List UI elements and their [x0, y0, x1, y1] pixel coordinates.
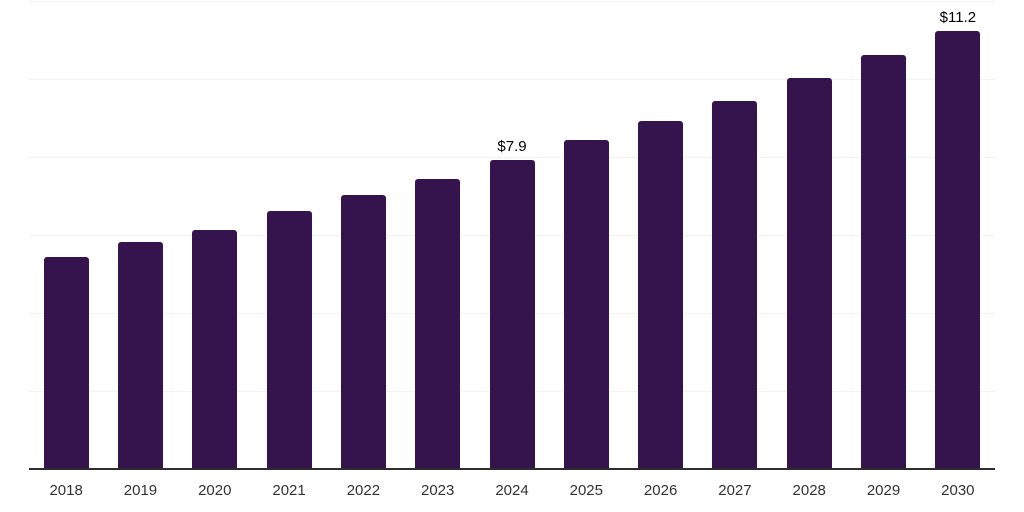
x-tick-label-2027: 2027 — [718, 482, 752, 499]
x-tick-label-2025: 2025 — [569, 482, 603, 499]
bar-2028[interactable] — [786, 78, 832, 468]
bar-2025[interactable] — [563, 140, 609, 468]
x-tick-label-2023: 2023 — [421, 482, 455, 499]
bar-2020[interactable] — [192, 230, 238, 468]
gridline-8 — [29, 157, 995, 158]
bar-2021[interactable] — [266, 210, 312, 468]
x-tick-label-2026: 2026 — [643, 482, 678, 499]
bar-2022[interactable] — [340, 195, 386, 468]
x-tick-label-2020: 2020 — [198, 482, 232, 499]
bar-2023[interactable] — [415, 179, 461, 468]
x-tick-label-2029: 2029 — [866, 482, 901, 499]
x-tick-label-2028: 2028 — [792, 482, 826, 499]
bar-2029[interactable] — [861, 54, 907, 468]
x-tick-label-2021: 2021 — [272, 482, 306, 499]
x-tick-label-2018: 2018 — [49, 482, 83, 499]
bar-2024[interactable] — [489, 159, 535, 468]
bar-2027[interactable] — [712, 101, 758, 468]
gridline-10 — [29, 79, 995, 80]
value-label-2030: $11.2 — [939, 9, 977, 27]
x-tick-label-2030: 2030 — [941, 482, 975, 499]
bar-2019[interactable] — [117, 241, 163, 468]
x-tick-label-2024: 2024 — [495, 482, 529, 499]
bar-2026[interactable] — [638, 120, 684, 468]
plot-area: $7.9 $11.2 — [29, 0, 995, 470]
bar-2018[interactable] — [43, 257, 89, 468]
x-axis-line — [29, 468, 995, 470]
x-tick-label-2019: 2019 — [123, 482, 158, 499]
x-axis: 2018 2019 2020 2021 2022 2023 2024 2025 2026 2027… — [29, 481, 995, 503]
bar-2030[interactable] — [935, 31, 981, 468]
value-label-2024: $7.9 — [497, 137, 527, 155]
gridline-12 — [29, 1, 995, 2]
x-tick-label-2022: 2022 — [346, 482, 381, 499]
